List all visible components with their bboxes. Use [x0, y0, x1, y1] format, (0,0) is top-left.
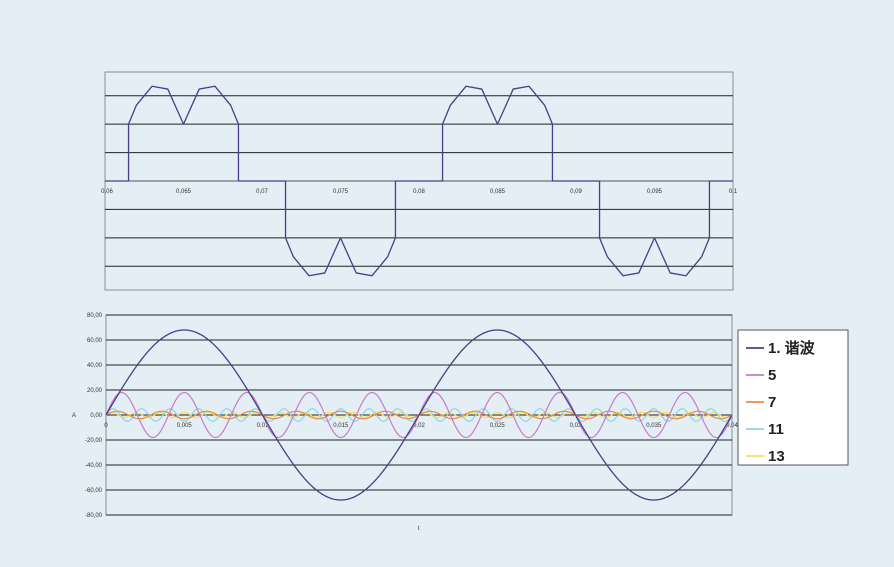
bottom-x-tick-label: 0,005 [177, 423, 193, 429]
top-x-tick-label: 0,09 [570, 189, 582, 195]
bottom-x-tick-label: 0,025 [490, 423, 506, 429]
bottom-y-tick-label: -60,00 [85, 488, 103, 494]
top-x-tick-label: 0,065 [176, 189, 192, 195]
top-x-tick-label: 0,085 [490, 189, 506, 195]
top-chart: 0,06 0,065 0,07 0,075 0,08 0,085 0,09 0,095 0,1 [101, 71, 738, 291]
legend-label: 1. 谐波 [768, 339, 816, 357]
legend: 1. 谐波 5 7 11 13 [737, 329, 849, 466]
bottom-y-tick-label: 20,00 [87, 388, 103, 394]
bottom-y-tick-label: -80,00 [85, 513, 103, 519]
bottom-y-tick-label: 0,00 [90, 413, 102, 419]
bottom-y-tick-label: 80,00 [87, 313, 103, 319]
bottom-x-tick-label: 0,03 [570, 423, 582, 429]
top-series-line [105, 85, 733, 277]
bottom-chart: 80,00 60,00 40,00 20,00 0,00 -20,00 -40,00 -60,… [72, 313, 738, 532]
bottom-x-tick-label: 0,035 [646, 423, 662, 429]
bottom-x-tick-label: 0 [104, 423, 108, 429]
bottom-y-tick-label: -20,00 [85, 438, 103, 444]
legend-label: 7 [768, 394, 776, 411]
bottom-x-tick-label: 0,015 [333, 423, 349, 429]
bottom-series-line-1 [105, 329, 733, 501]
top-x-tick-label: 0,06 [101, 189, 113, 195]
bottom-y-tick-label: -40,00 [85, 463, 103, 469]
x-axis-label: t [418, 526, 420, 532]
bottom-x-tick-label: 0,01 [257, 423, 269, 429]
legend-label: 13 [768, 448, 785, 465]
bottom-y-tick-label: 40,00 [87, 363, 103, 369]
top-x-tick-label: 0,08 [413, 189, 425, 195]
bottom-x-tick-label: 0,04 [726, 423, 738, 429]
bottom-y-tick-label: 60,00 [87, 338, 103, 344]
bottom-x-tick-label: 0,02 [413, 423, 425, 429]
top-x-tick-label: 0,075 [333, 189, 349, 195]
legend-label: 5 [768, 367, 776, 384]
legend-label: 11 [768, 421, 784, 438]
top-x-tick-label: 0,07 [256, 189, 268, 195]
top-x-tick-label: 0,1 [729, 189, 738, 195]
top-x-tick-label: 0,095 [647, 189, 663, 195]
y-axis-label: A [72, 413, 76, 419]
